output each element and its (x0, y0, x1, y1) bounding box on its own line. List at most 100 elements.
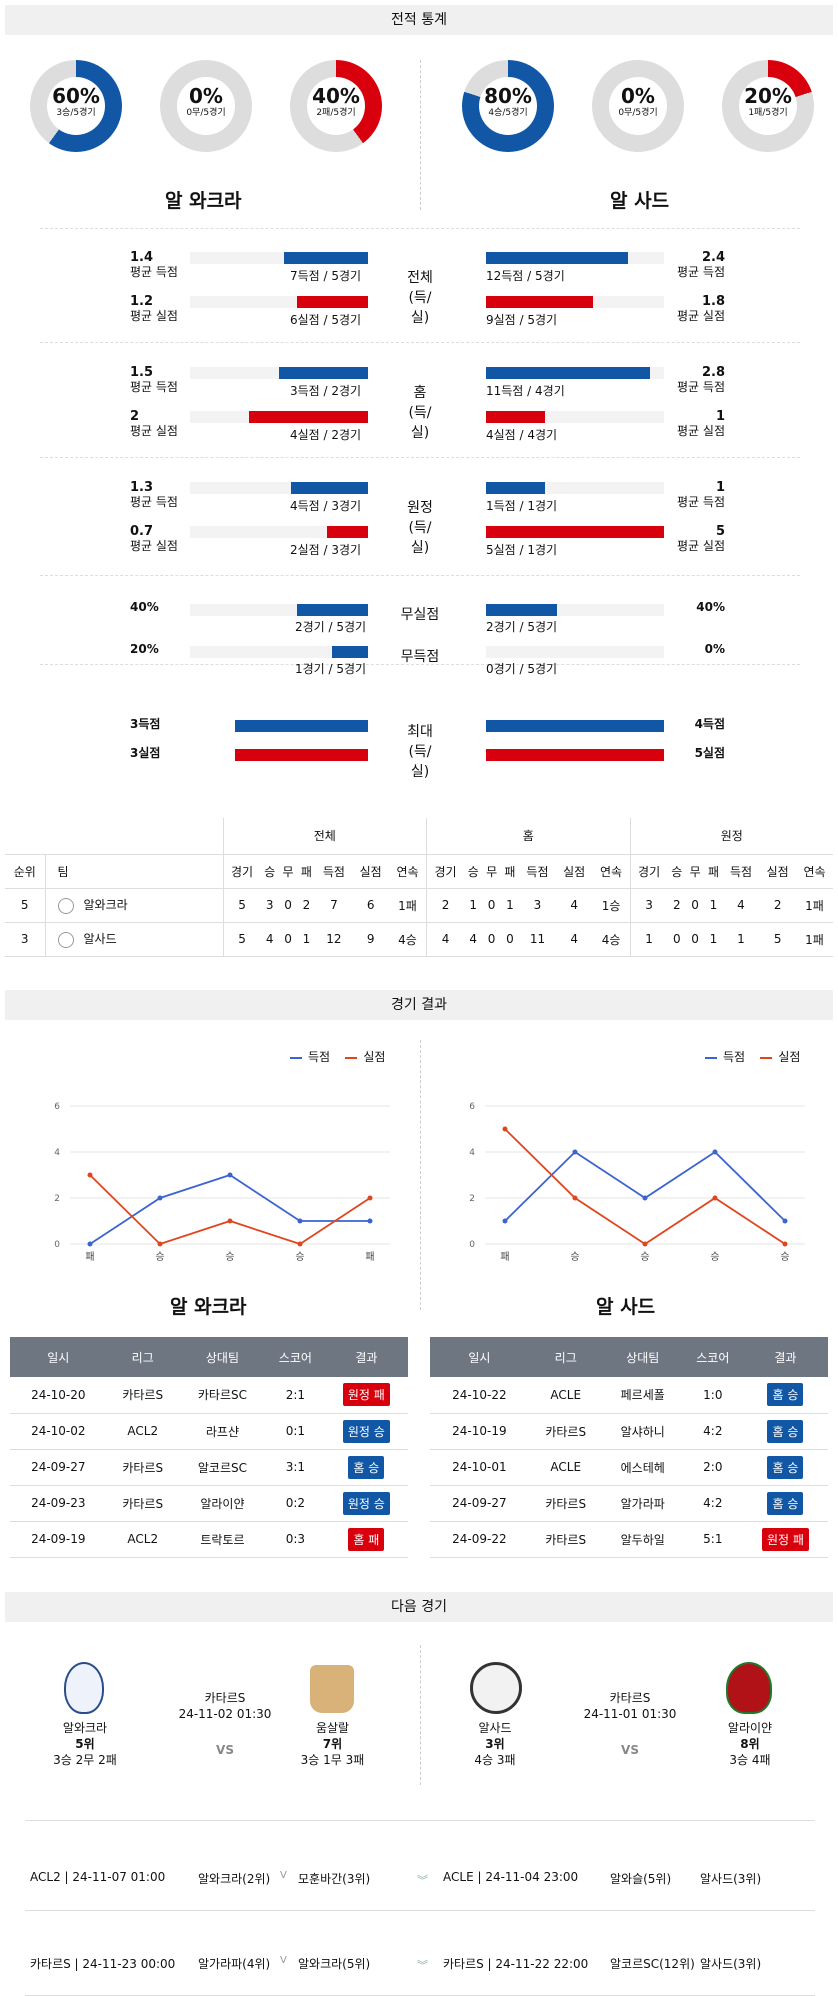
standings-col-header: 패 (707, 864, 719, 879)
divider (40, 575, 800, 576)
team-logo-umm-salal[interactable] (310, 1665, 354, 1713)
max-left-label: 3득점 (130, 717, 161, 731)
match-col-header: 스코어 (265, 1337, 325, 1377)
match-cell: 카타르S (528, 1413, 603, 1450)
match-col-header: 결과 (742, 1337, 828, 1377)
match-row[interactable]: 24-09-23 카타르S 알라이얀 0:2 원정 승 (10, 1485, 408, 1522)
data-point (572, 1149, 578, 1155)
standings-cell: 0 (691, 932, 699, 946)
line-chart-right: 0 2 4 6 패 승 승 승 승 (469, 1102, 805, 1263)
next-away-right: 알라이얀 8위 3승 4패 (727, 1721, 773, 1767)
chevron-down-icon[interactable]: ︾ (417, 1959, 428, 1972)
stat-value: 1.3 (130, 480, 154, 495)
stat-category: 원정 (득/실) (400, 498, 440, 558)
divider (25, 1820, 815, 1821)
standings-cell: 1패 (805, 932, 824, 947)
upcoming-team[interactable]: 알가라파(4위) (198, 1957, 271, 1971)
bar-track (486, 296, 664, 308)
match-row[interactable]: 24-10-19 카타르S 알샤하니 4:2 홈 승 (430, 1413, 828, 1450)
standings-cell: 4 (265, 932, 274, 946)
stat-left: 1.2 평균 실점 (130, 294, 178, 324)
standings-cell: 2 (426, 888, 465, 922)
match-row[interactable]: 24-09-22 카타르S 알두하일 5:1 원정 패 (430, 1521, 828, 1558)
match-cell: 카타르S (106, 1377, 179, 1414)
chevron-down-icon[interactable]: ︾ (417, 1874, 428, 1887)
team-name: 알사드 (83, 932, 117, 947)
team-logo-alsadd[interactable] (470, 1662, 522, 1714)
standings-cell: 1 (302, 932, 311, 946)
upcoming-team[interactable]: 알와슬(5위) (610, 1872, 672, 1886)
match-row[interactable]: 24-10-01 ACLE 에스테헤 2:0 홈 승 (430, 1449, 828, 1486)
divider (420, 1645, 421, 1785)
match-cell: 알두하일 (602, 1521, 683, 1558)
stat-category: 홈 (득/실) (400, 383, 440, 443)
stat-label: 평균 실점 (130, 309, 178, 323)
donut-chart: 40% 2패/5경기 (290, 60, 382, 152)
standings-col-header: 득점 (526, 864, 549, 879)
stat-category-label: 전체 (407, 270, 433, 286)
match-cell: 24-09-22 (430, 1521, 529, 1558)
match-row[interactable]: 24-10-20 카타르S 카타르SC 2:1 원정 패 (10, 1377, 408, 1414)
upcoming-opponent[interactable]: 모훈바간(3위) (298, 1872, 371, 1886)
standings-cell: 0 (506, 932, 514, 946)
standings-col-header: 무 (689, 864, 701, 879)
match-result: 원정 승 (324, 1485, 408, 1522)
match-row[interactable]: 24-09-27 카타르S 알가라파 4:2 홈 승 (430, 1485, 828, 1522)
standings-col-header: 승 (467, 864, 479, 879)
bar-caption: 0경기 / 5경기 (486, 662, 558, 676)
match-row[interactable]: 24-10-02 ACL2 라프샨 0:1 원정 승 (10, 1413, 408, 1450)
standings-cell: 5 (773, 932, 782, 946)
divider (420, 1040, 421, 1310)
bar-track (486, 252, 664, 264)
bar-track (190, 526, 368, 538)
donut-subtext: 0무/5경기 (186, 108, 226, 118)
upcoming-opponent[interactable]: 알와크라(5위) (298, 1957, 371, 1971)
stat-label: 평균 득점 (130, 495, 178, 509)
stat-bar (327, 526, 368, 538)
team-logo-alwakrah[interactable] (64, 1662, 104, 1714)
section-header-record: 전적 통계 (5, 5, 833, 35)
x-tick-label: 승 (155, 1251, 164, 1263)
bar-caption: 2실점 / 3경기 (290, 543, 362, 557)
upcoming-team[interactable]: 알코르SC(12위) (610, 1957, 695, 1971)
bar-track (486, 720, 664, 732)
standings-cell: 3 (629, 888, 668, 922)
match-result: 홈 승 (742, 1449, 828, 1486)
upcoming-info: ACLE | 24-11-04 23:00 (443, 1870, 579, 1884)
data-point (642, 1241, 648, 1247)
match-col-header: 리그 (528, 1337, 603, 1377)
match-col-header: 상대팀 (178, 1337, 266, 1377)
team-name-left: 알 와크라 (165, 190, 242, 212)
group-home: 홈 (426, 818, 631, 854)
y-tick-label: 6 (54, 1102, 60, 1112)
match-cell: 카타르SC (178, 1377, 266, 1414)
standings-team[interactable]: 알사드 (44, 922, 223, 956)
x-tick-label: 승 (640, 1251, 649, 1263)
bar-caption: 4득점 / 3경기 (290, 499, 362, 513)
match-result: 홈 승 (742, 1377, 828, 1414)
donut-percent: 80% (484, 84, 532, 108)
donut-percent: 0% (621, 84, 655, 108)
upcoming-opponent[interactable]: 알사드(3위) (700, 1957, 762, 1971)
chart-legend-left: 득점 실점 (290, 1048, 385, 1065)
match-row[interactable]: 24-10-22 ACLE 페르세폴 1:0 홈 승 (430, 1377, 828, 1414)
result-badge: 홈 승 (348, 1455, 385, 1479)
standings-cell: 7 (330, 898, 338, 912)
stat-bar (296, 296, 368, 308)
match-result: 원정 패 (324, 1377, 408, 1414)
stat-right: 1 평균 득점 (665, 480, 725, 510)
donut-subtext: 3승/5경기 (56, 108, 96, 118)
team-logo-alrayyan[interactable] (726, 1662, 772, 1714)
data-point (502, 1218, 508, 1224)
standings-col-header: 패 (504, 864, 516, 879)
match-row[interactable]: 24-09-27 카타르S 알코르SC 3:1 홈 승 (10, 1449, 408, 1486)
bar-track (190, 720, 368, 732)
bar-track (190, 411, 368, 423)
upcoming-opponent[interactable]: 알사드(3위) (700, 1872, 762, 1886)
standings-cell: 4 (737, 898, 745, 912)
match-cell: 24-09-19 (10, 1521, 107, 1558)
match-row[interactable]: 24-09-19 ACL2 트락토르 0:3 홈 패 (10, 1521, 408, 1558)
stat-label: 평균 득점 (130, 265, 178, 279)
upcoming-team[interactable]: 알와크라(2위) (198, 1872, 271, 1886)
standings-team[interactable]: 알와크라 (44, 888, 223, 922)
